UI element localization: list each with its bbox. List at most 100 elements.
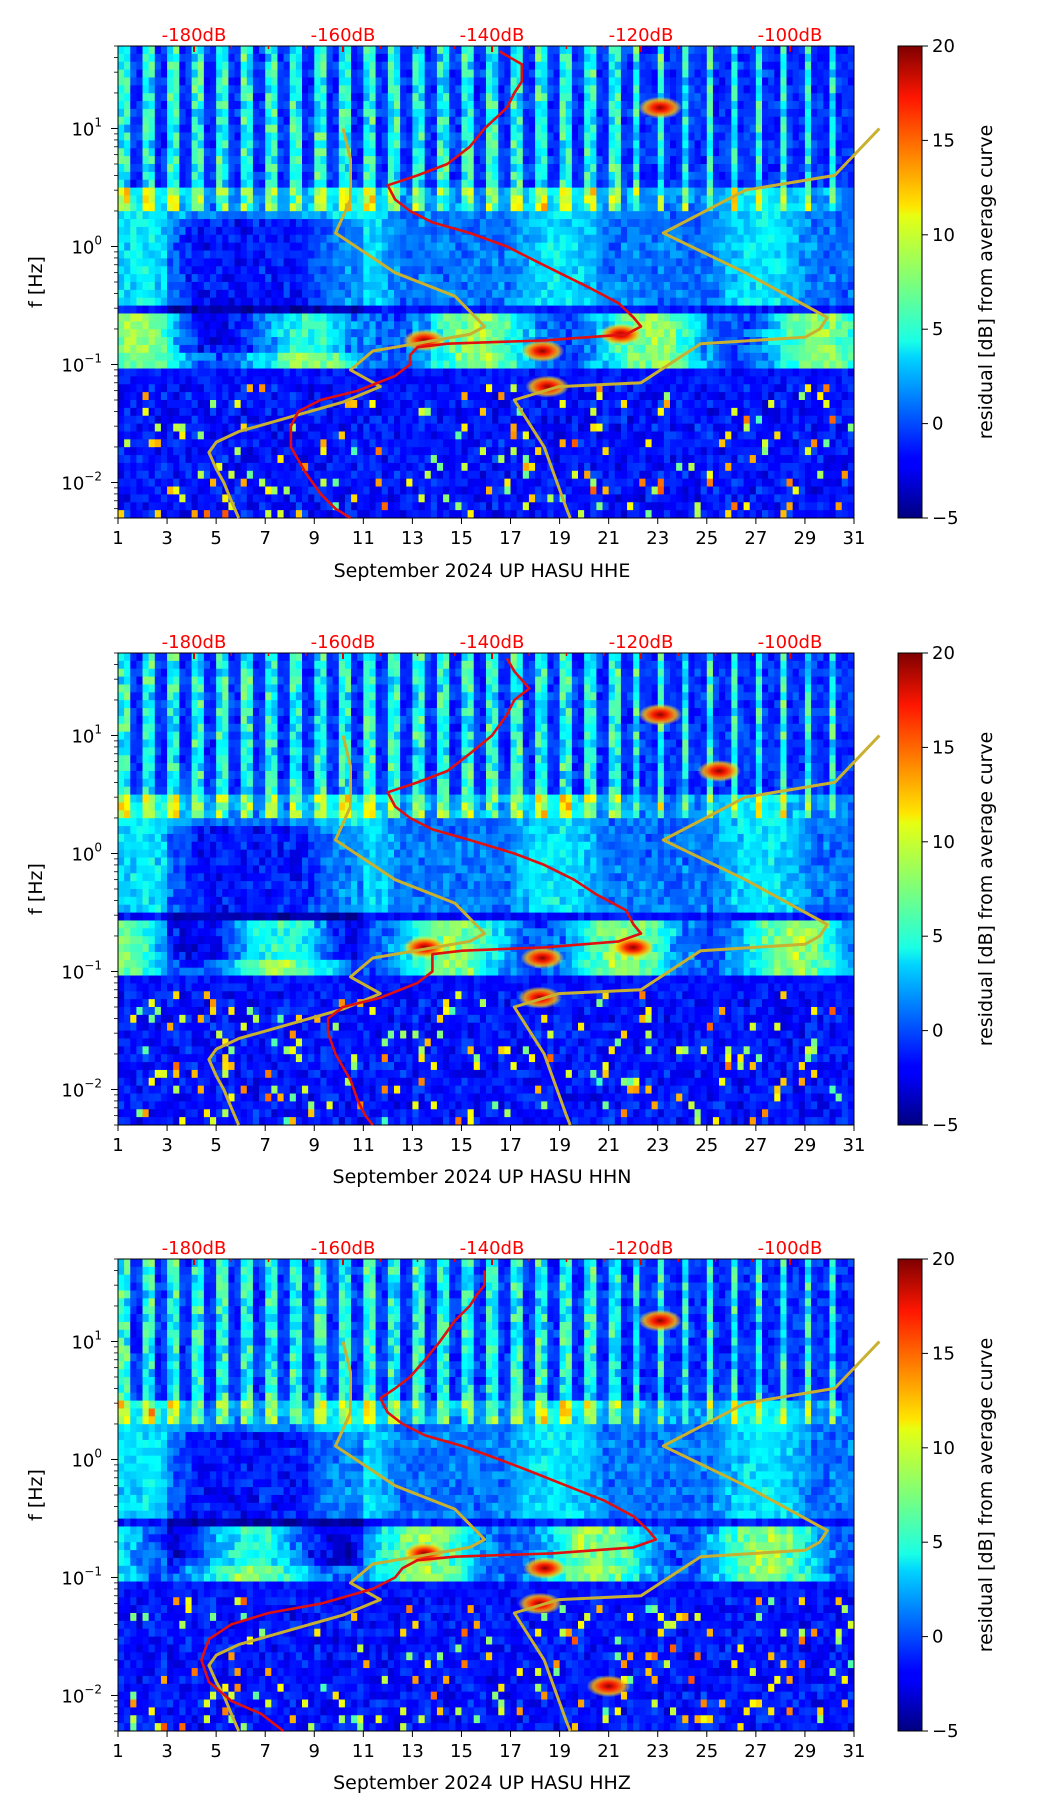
x-tick-label: 29 — [793, 1135, 816, 1156]
x-tick-label: 5 — [210, 528, 221, 549]
y-tick-label: 10−2 — [61, 1682, 102, 1707]
colorbar-tick-label: −5 — [932, 508, 959, 529]
x-tick-label: 3 — [161, 1135, 172, 1156]
hotspot-1 — [520, 340, 565, 363]
x-tick-label: 11 — [352, 1135, 375, 1156]
x-tick-label: 13 — [401, 1135, 424, 1156]
noise-model-curves — [207, 127, 881, 519]
x-tick-label: 9 — [309, 1135, 320, 1156]
y-axis-label: f [Hz] — [25, 1469, 47, 1521]
db-tick-label: -180dB — [162, 25, 227, 46]
average-psd-line — [289, 50, 643, 520]
x-tick-label: 25 — [695, 528, 718, 549]
x-tick-label: 1 — [112, 1135, 123, 1156]
colorbar-tick-label: 20 — [932, 643, 955, 664]
average-psd-curve — [326, 657, 643, 1126]
db-tick-label: -180dB — [162, 1238, 227, 1259]
x-tick-label: 25 — [695, 1741, 718, 1762]
x-tick-label: 17 — [499, 528, 522, 549]
colorbar-tick-label: 0 — [932, 1627, 943, 1648]
x-tick-label: 21 — [597, 528, 620, 549]
x-tick-label: 11 — [352, 1741, 375, 1762]
hotspot-3 — [586, 1675, 631, 1698]
x-axis-label: September 2024 UP HASU HHE — [334, 560, 631, 582]
x-tick-label: 5 — [210, 1135, 221, 1156]
x-tick-label: 3 — [161, 1741, 172, 1762]
x-tick-label: 31 — [843, 1741, 866, 1762]
panel-hhn: 1 3 5 7 9 11 13 15 17 19 21 23 25 27 29 31 10110010−110… — [25, 632, 997, 1188]
hotspot-4 — [638, 1309, 683, 1332]
y-tick-label: 100 — [71, 840, 102, 865]
x-tick-label: 25 — [695, 1135, 718, 1156]
colorbar-gradient — [897, 652, 923, 1126]
colorbar-tick-label: 10 — [932, 225, 955, 246]
colorbar-tick-label: 5 — [932, 319, 943, 340]
x-tick-label: 9 — [309, 528, 320, 549]
hotspot-1 — [520, 947, 565, 970]
top-db-axis: -180dB -160dB -140dB -120dB -100dB — [162, 632, 823, 659]
db-tick-label: -100dB — [758, 25, 823, 46]
noise-model-curves — [207, 734, 881, 1126]
x-ticks: 1 3 5 7 9 11 13 15 17 19 21 23 25 27 29 31 — [112, 1731, 865, 1762]
hotspot-1 — [522, 1557, 567, 1580]
top-db-axis: -180dB -160dB -140dB -120dB -100dB — [162, 25, 823, 52]
y-tick-label: 10−1 — [61, 351, 102, 376]
x-tick-label: 31 — [843, 528, 866, 549]
x-tick-label: 23 — [646, 528, 669, 549]
db-tick-label: -120dB — [609, 25, 674, 46]
x-axis-label: September 2024 UP HASU HHN — [333, 1166, 632, 1188]
colorbar-label: residual [dB] from average curve — [975, 1338, 997, 1653]
colorbar-tick-label: 5 — [932, 1532, 943, 1553]
y-ticks: 101 100 10−1 10−2 — [61, 1258, 118, 1732]
x-tick-label: 27 — [744, 1135, 767, 1156]
y-ticks: 101 100 10−1 10−2 — [61, 45, 118, 519]
db-tick-label: -140dB — [460, 632, 525, 653]
heatmap-hhz — [118, 1259, 855, 1732]
y-tick-label: 101 — [71, 115, 102, 140]
y-tick-label: 100 — [71, 233, 102, 258]
colorbar-tick-label: 15 — [932, 737, 955, 758]
colorbar-hhz: 20 15 10 5 0 −5 — [897, 1249, 959, 1742]
heatmap-hhe — [118, 46, 855, 519]
noise-model-low — [207, 735, 487, 1126]
y-tick-label: 10−1 — [61, 1564, 102, 1589]
x-ticks: 1 3 5 7 9 11 13 15 17 19 21 23 25 27 29 31 — [112, 1125, 865, 1156]
x-tick-label: 19 — [548, 528, 571, 549]
colorbar-label: residual [dB] from average curve — [975, 125, 997, 440]
x-tick-label: 29 — [793, 528, 816, 549]
y-tick-label: 10−2 — [61, 469, 102, 494]
x-tick-label: 15 — [450, 1741, 473, 1762]
y-tick-label: 10−1 — [61, 958, 102, 983]
top-db-axis: -180dB -160dB -140dB -120dB -100dB — [162, 1238, 823, 1265]
db-tick-label: -160dB — [311, 25, 376, 46]
x-tick-label: 7 — [259, 1741, 270, 1762]
noise-model-high — [512, 127, 881, 519]
x-tick-label: 5 — [210, 1741, 221, 1762]
y-tick-label: 10−2 — [61, 1076, 102, 1101]
x-tick-label: 7 — [259, 528, 270, 549]
average-psd-line — [200, 1270, 658, 1733]
panel-hhz: 1 3 5 7 9 11 13 15 17 19 21 23 25 27 29 31 10110010−110… — [25, 1238, 997, 1794]
heatmap-hhn — [118, 653, 855, 1126]
x-tick-label: 23 — [646, 1135, 669, 1156]
db-tick-label: -100dB — [758, 1238, 823, 1259]
average-psd-line — [326, 657, 643, 1126]
colorbar-tick-label: 5 — [932, 926, 943, 947]
y-tick-label: 101 — [71, 722, 102, 747]
x-tick-label: 19 — [548, 1741, 571, 1762]
db-tick-label: -140dB — [460, 25, 525, 46]
x-ticks: 1 3 5 7 9 11 13 15 17 19 21 23 25 27 29 31 — [112, 518, 865, 549]
db-tick-label: -100dB — [758, 632, 823, 653]
colorbar-tick-label: 15 — [932, 130, 955, 151]
db-tick-label: -180dB — [162, 632, 227, 653]
colorbar-tick-label: 0 — [932, 414, 943, 435]
colorbar-hhn: 20 15 10 5 0 −5 — [897, 643, 959, 1136]
average-psd-curve — [289, 50, 643, 520]
x-tick-label: 21 — [597, 1741, 620, 1762]
x-tick-label: 17 — [499, 1741, 522, 1762]
y-ticks: 101 100 10−1 10−2 — [61, 652, 118, 1126]
db-tick-label: -140dB — [460, 1238, 525, 1259]
colorbar-gradient — [897, 1258, 923, 1732]
y-tick-label: 101 — [71, 1328, 102, 1353]
